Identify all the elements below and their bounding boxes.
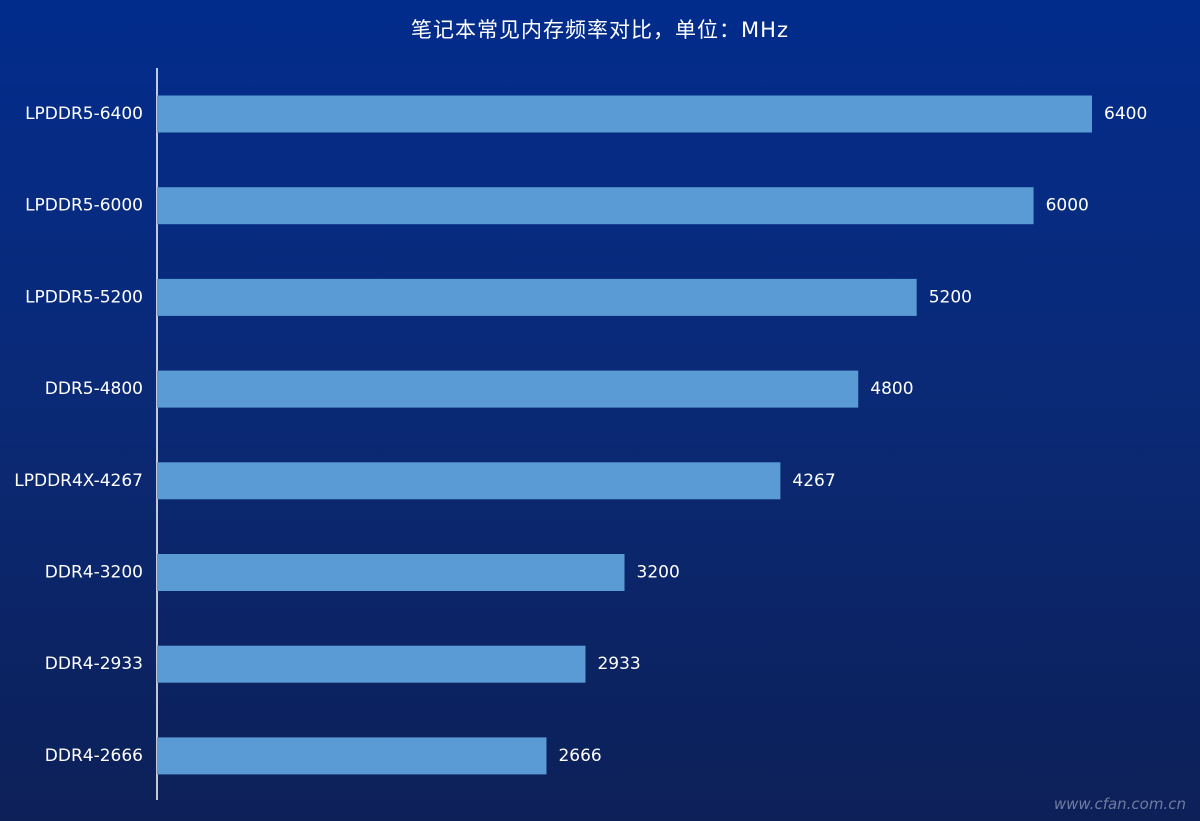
data-label: 5200 <box>929 287 972 307</box>
data-label: 2933 <box>597 654 640 674</box>
bar-lpddr5-6000 <box>157 187 1034 225</box>
data-label: 6400 <box>1104 104 1147 124</box>
category-label: LPDDR5-5200 <box>25 287 143 307</box>
bar-ddr4-2933 <box>157 645 586 683</box>
data-label: 2666 <box>558 746 601 766</box>
bar-ddr4-3200 <box>157 554 625 591</box>
data-label: 3200 <box>637 563 680 583</box>
data-label: 6000 <box>1046 196 1089 216</box>
category-label: LPDDR4X-4267 <box>14 471 143 491</box>
bar-lpddr5-6400 <box>157 95 1092 133</box>
bar-ddr5-4800 <box>157 370 859 408</box>
bar-ddr4-2666 <box>157 737 547 775</box>
bar-lpddr5-5200 <box>157 278 917 316</box>
category-label: DDR4-2666 <box>45 746 143 766</box>
bar-lpddr4x-4267 <box>157 462 781 500</box>
category-label: DDR4-3200 <box>45 563 143 583</box>
category-label: DDR4-2933 <box>45 654 143 674</box>
category-label: LPDDR5-6400 <box>25 104 143 124</box>
data-label: 4267 <box>792 471 835 491</box>
category-label: LPDDR5-6000 <box>25 196 143 216</box>
data-label: 4800 <box>870 379 913 399</box>
bars-group: LPDDR5-6400 6400 LPDDR5-6000 6000 LPDDR5-520… <box>14 95 1147 775</box>
watermark: www.cfan.com.cn <box>1053 795 1186 813</box>
category-label: DDR5-4800 <box>45 379 143 399</box>
chart-title: 笔记本常见内存频率对比，单位：MHz <box>411 18 789 42</box>
